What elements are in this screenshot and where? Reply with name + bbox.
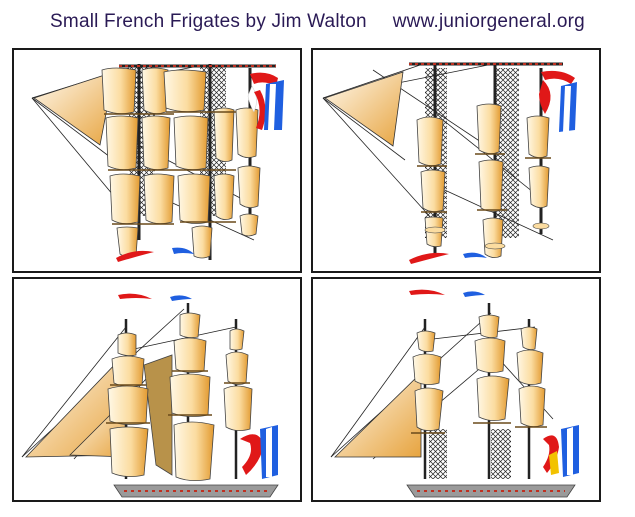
page-title: Small French Frigates by Jim Walton — [50, 11, 367, 33]
frigate-stern-reduced-sail — [313, 50, 599, 271]
pennant-blue — [170, 295, 192, 301]
pennant-blue — [463, 253, 487, 258]
sprite-panel-top-left[interactable] — [12, 48, 302, 273]
shrouds-main — [495, 68, 519, 238]
pennant-blue — [463, 291, 485, 297]
frigate-stern-full-sail — [14, 50, 300, 271]
pennant-red — [409, 290, 445, 295]
fore-sails — [108, 333, 148, 477]
sprite-panel-bottom-left[interactable] — [12, 277, 302, 502]
frigate-broadside-reduced-sail — [313, 279, 599, 500]
mizzen-sails — [224, 329, 252, 431]
shrouds-fore — [429, 429, 447, 479]
shrouds-main — [491, 429, 511, 479]
sprite-panel-top-right[interactable] — [311, 48, 601, 273]
sprite-panel-bottom-right[interactable] — [311, 277, 601, 502]
main-sails — [170, 313, 214, 481]
spanker-sail — [144, 355, 172, 475]
jib-sail — [335, 373, 421, 457]
pennant-red — [409, 253, 449, 264]
furled-sails — [417, 104, 549, 258]
pennant-red — [118, 294, 152, 299]
tricolour-flag — [543, 425, 579, 477]
furled-sails — [413, 315, 545, 431]
jib-sail — [325, 72, 403, 146]
frigate-broadside-full-sail — [14, 279, 300, 500]
tricolour-flag — [240, 425, 278, 479]
pennant-blue — [172, 248, 194, 254]
page-header: Small French Frigates by Jim Walton www.… — [0, 0, 635, 44]
site-url[interactable]: www.juniorgeneral.org — [393, 11, 585, 33]
